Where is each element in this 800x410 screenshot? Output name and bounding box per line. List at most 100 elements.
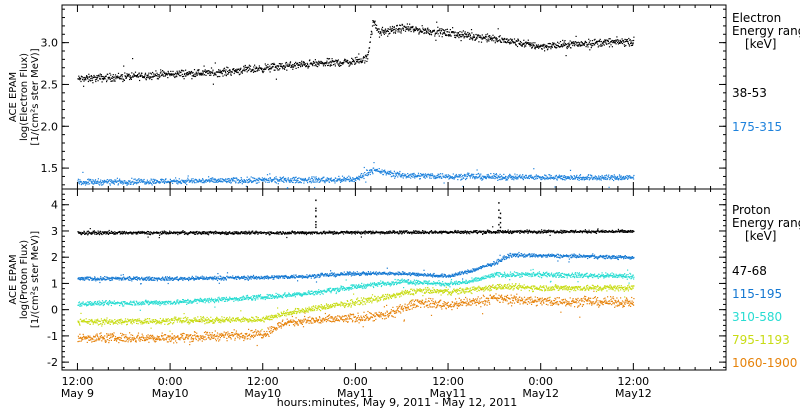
data-point	[488, 175, 490, 177]
data-point	[413, 232, 415, 234]
data-point	[506, 231, 508, 233]
data-point	[625, 44, 627, 47]
data-point	[521, 177, 523, 179]
data-point	[210, 179, 213, 181]
data-point	[369, 41, 371, 43]
data-point	[179, 231, 181, 233]
data-point	[407, 174, 410, 176]
data-point	[154, 75, 156, 77]
data-point	[96, 77, 98, 79]
data-point	[486, 174, 488, 176]
data-point	[139, 278, 141, 280]
data-point	[539, 176, 542, 178]
data-point	[101, 180, 104, 182]
data-point	[121, 230, 123, 233]
data-point	[156, 180, 158, 182]
data-point	[124, 182, 127, 184]
data-point	[373, 167, 375, 169]
data-point	[505, 232, 507, 234]
data-point	[165, 277, 167, 279]
data-point	[555, 43, 557, 45]
data-point	[581, 232, 583, 234]
data-point	[215, 230, 217, 232]
data-point	[547, 43, 549, 45]
data-point	[467, 35, 469, 37]
data-point	[536, 177, 539, 180]
data-point	[311, 177, 313, 179]
data-point	[429, 30, 431, 32]
data-point	[129, 276, 131, 278]
data-point	[487, 39, 489, 41]
data-point	[232, 178, 234, 180]
data-point	[215, 278, 217, 280]
data-point	[497, 231, 499, 233]
data-point	[167, 231, 169, 234]
data-point	[78, 75, 80, 77]
data-point	[460, 179, 462, 181]
data-point	[330, 177, 332, 179]
data-point	[600, 179, 602, 181]
data-point	[320, 180, 322, 182]
data-point	[172, 73, 174, 75]
data-point	[202, 278, 204, 280]
data-point	[129, 232, 131, 234]
data-point	[406, 230, 408, 232]
data-point	[450, 231, 453, 233]
data-point	[539, 232, 541, 234]
data-point	[586, 177, 588, 180]
data-point	[418, 32, 420, 34]
data-point	[449, 177, 451, 179]
data-point	[526, 42, 529, 44]
data-point	[284, 178, 286, 180]
data-point	[203, 276, 205, 278]
data-point	[440, 232, 442, 234]
data-point	[447, 174, 450, 176]
data-point	[198, 73, 200, 75]
data-point	[446, 231, 448, 233]
data-point	[227, 67, 229, 69]
data-point	[142, 231, 144, 233]
data-point	[560, 45, 562, 47]
data-point	[176, 278, 178, 280]
data-point	[444, 176, 446, 178]
data-point	[179, 278, 181, 280]
data-point	[518, 40, 520, 42]
data-point	[180, 278, 182, 280]
data-point	[206, 70, 209, 72]
data-point	[187, 233, 189, 235]
data-point	[135, 182, 137, 184]
data-point	[548, 46, 550, 48]
data-point	[87, 181, 89, 183]
data-point	[188, 277, 190, 279]
data-point	[120, 278, 122, 280]
data-point	[294, 178, 296, 180]
data-point	[213, 73, 216, 75]
data-point	[136, 181, 138, 183]
data-point	[565, 230, 567, 232]
data-point	[309, 63, 311, 65]
data-point	[467, 232, 470, 234]
data-point	[227, 233, 229, 235]
data-point	[534, 176, 536, 178]
data-point	[632, 43, 634, 45]
data-point	[631, 40, 633, 42]
data-point	[254, 233, 256, 235]
data-point	[130, 78, 132, 80]
data-point	[470, 38, 472, 40]
data-point	[547, 48, 549, 50]
data-point	[98, 278, 100, 280]
data-point	[425, 174, 427, 176]
data-point	[122, 233, 124, 235]
data-point	[242, 232, 244, 234]
data-point	[351, 180, 354, 182]
data-point	[146, 276, 148, 278]
data-point	[361, 176, 363, 178]
data-point	[98, 231, 100, 233]
data-point	[395, 28, 397, 30]
data-point	[616, 36, 618, 38]
data-point	[180, 71, 182, 73]
data-point	[110, 80, 112, 82]
data-point	[531, 43, 533, 45]
data-point	[424, 230, 427, 232]
data-point	[210, 178, 212, 180]
